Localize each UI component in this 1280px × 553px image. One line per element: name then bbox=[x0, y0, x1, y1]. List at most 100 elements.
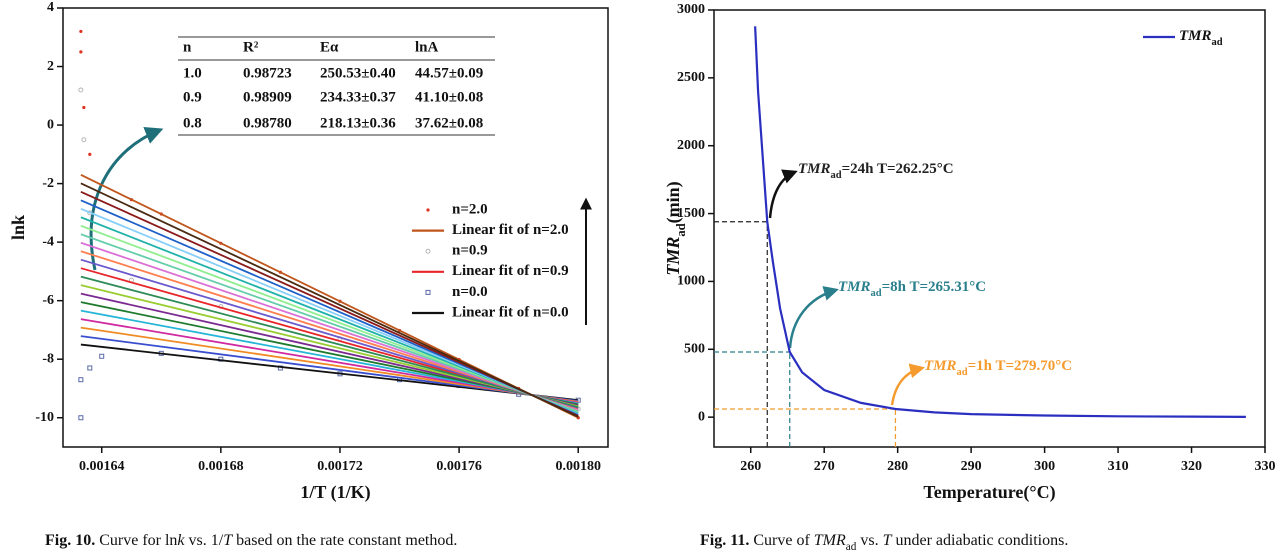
text-part: Fig. 11. bbox=[700, 532, 749, 549]
y-tick-label: -8 bbox=[42, 351, 54, 366]
table-cell: 0.9 bbox=[183, 89, 202, 105]
text-part: ad bbox=[846, 541, 857, 553]
text-part: T bbox=[883, 532, 893, 549]
table-cell: 218.13±0.36 bbox=[320, 115, 396, 131]
table-cell: 37.62±0.08 bbox=[415, 115, 483, 131]
x-axis-title: 1/T (1/K) bbox=[300, 482, 370, 503]
y-tick-label: -2 bbox=[42, 176, 54, 191]
point bbox=[81, 137, 87, 143]
y-tick-label: 2000 bbox=[677, 138, 705, 153]
table-cell: 0.8 bbox=[183, 115, 202, 131]
table-cell: 41.10±0.08 bbox=[415, 89, 483, 105]
text-part: TMR bbox=[798, 161, 831, 177]
text-part: Curve of bbox=[749, 532, 813, 549]
table-cell: 250.53±0.40 bbox=[320, 65, 396, 81]
y-axis-title: TMRad(min) bbox=[663, 181, 688, 275]
x-tick-label: 310 bbox=[1108, 459, 1129, 474]
text-part: based on the rate constant method. bbox=[232, 532, 457, 549]
text-part: =24h T=262.25°C bbox=[842, 161, 954, 177]
caption: Fig. 10. Curve for lnk vs. 1/T based on … bbox=[45, 532, 457, 549]
text-part: =8h T=265.31°C bbox=[882, 279, 987, 295]
text-part: Fig. 10. bbox=[45, 532, 95, 549]
x-tick-label: 330 bbox=[1255, 459, 1276, 474]
text-part: Curve for ln bbox=[95, 532, 177, 549]
legend-label: Linear fit of n=2.0 bbox=[452, 222, 569, 238]
legend-label: Linear fit of n=0.0 bbox=[452, 304, 569, 320]
table-cell: 0.98780 bbox=[243, 115, 292, 131]
text-part: T bbox=[223, 532, 233, 549]
series-line bbox=[754, 26, 1246, 418]
plot-frame bbox=[713, 9, 1266, 448]
text-part: ad bbox=[674, 223, 688, 236]
y-tick-label: -4 bbox=[42, 234, 54, 249]
table-cell: 0.98723 bbox=[243, 65, 292, 81]
table-cell: 44.57±0.09 bbox=[415, 65, 483, 81]
point bbox=[99, 353, 105, 359]
text-part: vs. 1/ bbox=[185, 532, 224, 549]
x-tick-label: 300 bbox=[1034, 459, 1055, 474]
x-axis-title: Temperature(°C) bbox=[923, 482, 1055, 503]
legend-label: n=2.0 bbox=[452, 201, 488, 217]
point bbox=[78, 415, 84, 421]
y-tick-label: 2500 bbox=[677, 70, 705, 85]
point bbox=[87, 365, 93, 371]
y-tick-label: -6 bbox=[42, 293, 54, 308]
text-part: TMR bbox=[663, 237, 683, 276]
point bbox=[88, 152, 92, 156]
x-tick-label: 280 bbox=[887, 459, 908, 474]
x-tick-label: 0.00176 bbox=[436, 459, 482, 474]
y-tick-label: 1500 bbox=[677, 206, 705, 221]
text-part: ad bbox=[871, 288, 882, 299]
annotation: TMRad=1h T=279.70°C bbox=[924, 358, 1072, 377]
x-tick-label: 0.00164 bbox=[79, 459, 125, 474]
text-part: TMR bbox=[838, 279, 871, 295]
x-tick-label: 260 bbox=[740, 459, 761, 474]
annotation-arrow bbox=[788, 286, 839, 349]
table-cell: 0.98909 bbox=[243, 89, 292, 105]
x-tick-label: 320 bbox=[1181, 459, 1202, 474]
x-tick-label: 0.00180 bbox=[555, 459, 601, 474]
table-header: n bbox=[183, 39, 192, 55]
caption: Fig. 11. Curve of TMRad vs. T under adia… bbox=[700, 532, 1068, 553]
text-part: (min) bbox=[663, 181, 684, 223]
table-header: R² bbox=[243, 39, 259, 55]
y-tick-label: 2 bbox=[47, 59, 54, 74]
x-tick-label: 0.00168 bbox=[198, 459, 244, 474]
point bbox=[82, 105, 86, 110]
text-part: TMR bbox=[1179, 28, 1212, 44]
y-tick-label: 4 bbox=[47, 0, 54, 15]
table-header: Eα bbox=[320, 39, 339, 55]
annotation: TMRad=8h T=265.31°C bbox=[838, 279, 986, 298]
table-header: lnA bbox=[415, 39, 439, 55]
x-tick-label: 0.00172 bbox=[317, 459, 363, 474]
text-part: TMR bbox=[814, 532, 846, 549]
text-part: k bbox=[177, 532, 185, 549]
text-part: under adiabatic conditions. bbox=[891, 532, 1068, 549]
table-cell: 234.33±0.37 bbox=[320, 89, 396, 105]
x-tick-label: 290 bbox=[961, 459, 982, 474]
legend-label: TMRad bbox=[1179, 28, 1223, 47]
table-cell: 1.0 bbox=[183, 65, 202, 81]
point bbox=[79, 29, 83, 34]
text-part: =1h T=279.70°C bbox=[968, 358, 1073, 374]
legend-marker bbox=[426, 208, 430, 212]
y-tick-label: -10 bbox=[35, 410, 54, 425]
plot-frame bbox=[62, 7, 609, 448]
point bbox=[78, 87, 84, 93]
annotation: TMRad=24h T=262.25°C bbox=[798, 161, 954, 180]
y-tick-label: 1000 bbox=[677, 274, 705, 289]
point bbox=[78, 377, 84, 383]
y-tick-label: 3000 bbox=[677, 2, 705, 17]
x-tick-label: 270 bbox=[814, 459, 835, 474]
point bbox=[79, 50, 83, 54]
text-part: TMR bbox=[924, 358, 957, 374]
text-part: vs. bbox=[856, 532, 882, 549]
y-tick-label: 0 bbox=[698, 409, 705, 424]
series-line bbox=[80, 182, 579, 418]
y-axis-title: lnk bbox=[8, 215, 28, 240]
legend-marker bbox=[425, 248, 431, 254]
annotation-arrow bbox=[890, 363, 925, 406]
annotation-arrow bbox=[768, 169, 798, 219]
y-tick-label: 0 bbox=[47, 117, 54, 132]
